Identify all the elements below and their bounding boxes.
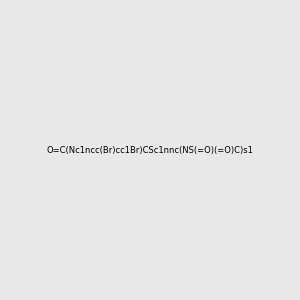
Text: O=C(Nc1ncc(Br)cc1Br)CSc1nnc(NS(=O)(=O)C)s1: O=C(Nc1ncc(Br)cc1Br)CSc1nnc(NS(=O)(=O)C)… xyxy=(46,146,253,154)
